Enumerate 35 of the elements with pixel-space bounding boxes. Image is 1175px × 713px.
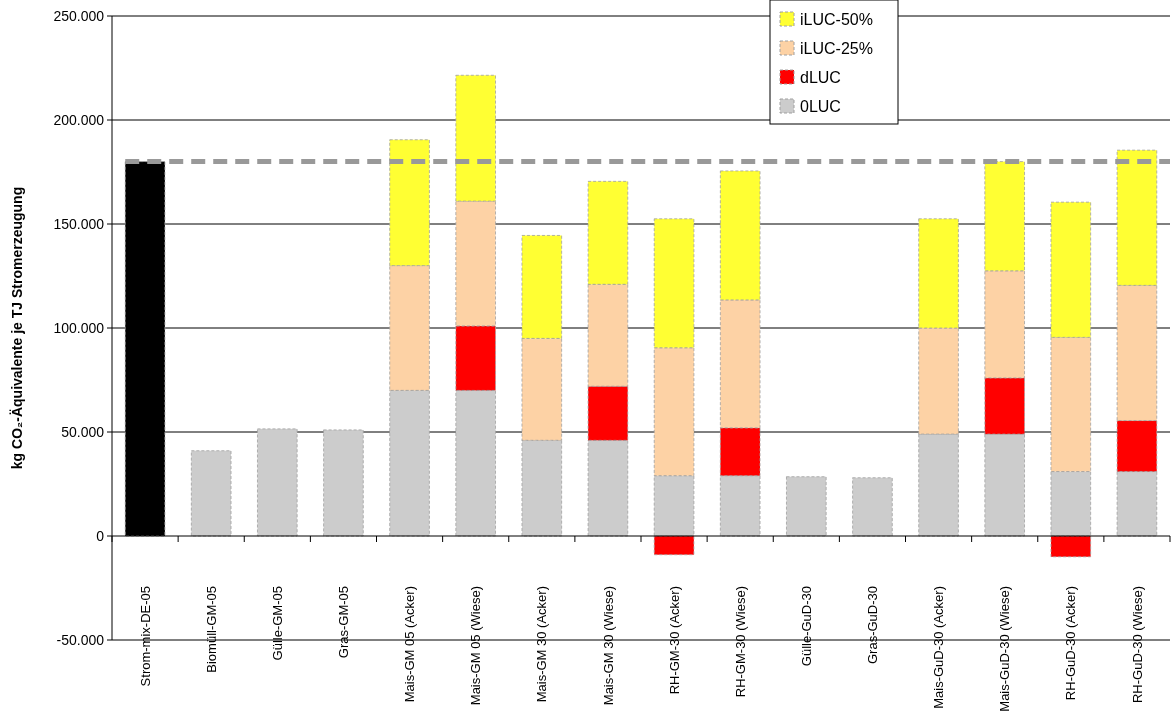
x-tick-label: Gras-GuD-30: [864, 586, 880, 665]
y-tick-label: -50.000: [56, 631, 105, 648]
y-tick-label: 50.000: [61, 423, 105, 440]
y-tick-label: 200.000: [53, 111, 105, 128]
x-tick-label: Gras-GM-05: [335, 586, 351, 659]
y-tick-label: 250.000: [53, 7, 105, 24]
bar: [190, 450, 232, 537]
bar: [1050, 535, 1092, 558]
legend-label: iLUC-50%: [800, 10, 873, 28]
y-tick-label: 0: [96, 527, 105, 544]
x-tick-label: Biomüll-GM-05: [203, 586, 219, 673]
legend-label: 0LUC: [800, 97, 841, 115]
x-tick-label: Mais-GM 05 (Wiese): [468, 586, 484, 706]
x-tick-label: RH-GM-30 (Wiese): [732, 586, 748, 698]
x-tick-label: Mais-GM 05 (Acker): [402, 586, 418, 703]
x-tick-label: Gülle-GuD-30: [798, 586, 814, 667]
legend-label: dLUC: [800, 68, 841, 86]
y-tick-label: 100.000: [53, 319, 105, 336]
bar: [786, 476, 827, 537]
x-tick-label: RH-GuD-30 (Wiese): [1129, 586, 1145, 704]
legend-label: iLUC-25%: [800, 39, 873, 57]
x-tick-label: Mais-GM 30 (Wiese): [600, 586, 616, 706]
bar: [257, 428, 298, 537]
x-tick-label: RH-GuD-30 (Acker): [1063, 586, 1079, 701]
bar: [852, 477, 893, 537]
bar: [653, 535, 695, 556]
y-tick-label: 150.000: [53, 215, 105, 232]
x-tick-label: Mais-GM 30 (Acker): [534, 586, 550, 703]
x-tick-label: RH-GM-30 (Acker): [666, 586, 682, 695]
bar: [323, 429, 364, 537]
x-tick-label: Mais-GuD-30 (Acker): [931, 586, 947, 709]
x-tick-label: Mais-GuD-30 (Wiese): [997, 586, 1013, 712]
x-tick-label: Gülle-GM-05: [269, 586, 285, 661]
x-tick-label: Strom-mix-DE-05: [137, 586, 153, 687]
y-axis-title: kg CO₂-Äquivalente je TJ Stromerzeugung: [9, 186, 25, 470]
